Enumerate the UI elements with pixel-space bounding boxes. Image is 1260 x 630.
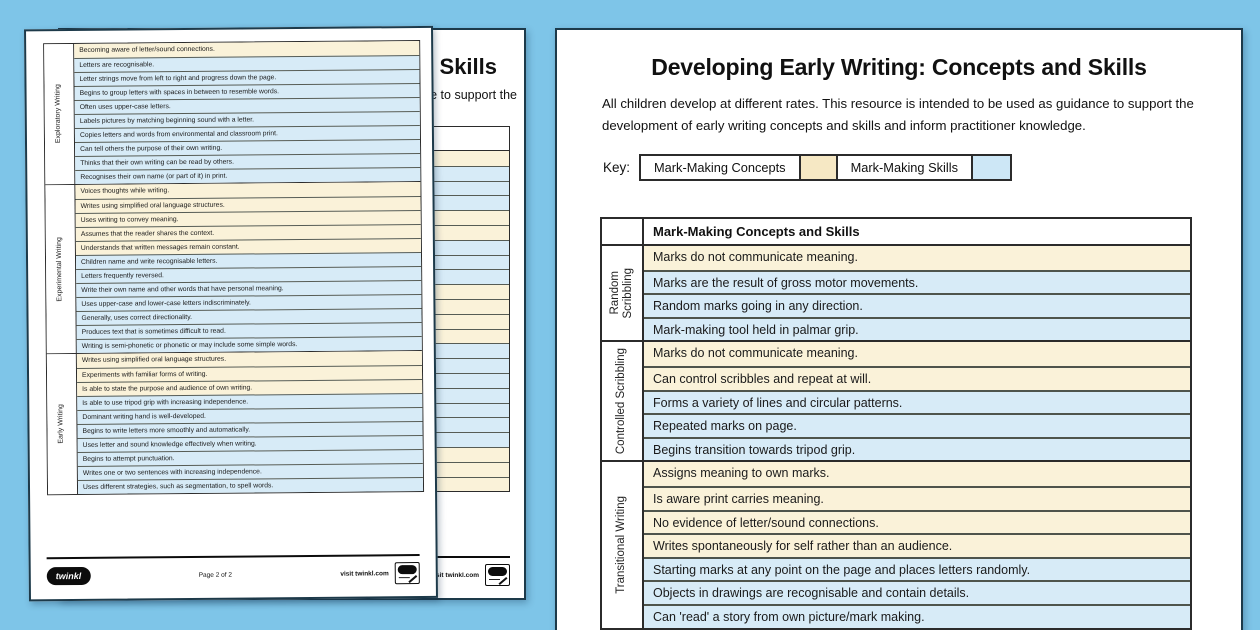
front-page: Exploratory Writing Becoming aware of let… — [24, 25, 438, 602]
stage-rows: Marks do not communicate meaning. Can con… — [644, 342, 1190, 461]
stage-label: Transitional Writing — [615, 496, 628, 594]
stage-rows: Voices thoughts while writing. Writes usi… — [75, 181, 422, 353]
stage-label: Experimental Writing — [56, 236, 64, 302]
twinkl-badge-icon — [485, 564, 510, 586]
stage-group: Transitional Writing Assigns meaning to o… — [602, 460, 1190, 628]
concepts-skills-table: Mark-Making Concepts and Skills Random S… — [600, 217, 1192, 630]
table-row: Objects in drawings are recognisable and… — [644, 580, 1190, 604]
page-title: Developing Early Writing: Concepts and S… — [651, 54, 1147, 80]
left-page-footer: twinkl Page 2 of 2 visit twinkl.com — [46, 554, 420, 588]
table-row: Forms a variety of lines and circular pa… — [644, 389, 1190, 414]
key-label: Key: — [603, 160, 631, 175]
badge-text-line — [489, 578, 500, 580]
table-row: Marks do not communicate meaning. — [644, 246, 1190, 270]
stage-label: Early Writing — [57, 404, 66, 444]
strip-row — [427, 446, 509, 462]
strip-row — [427, 269, 509, 285]
stage-label: Random Scribbling — [608, 267, 634, 319]
stage-group: Experimental Writing Voices thoughts whil… — [45, 180, 422, 354]
back-page-footer-right: visit twinkl.com — [431, 564, 510, 586]
intro-text: All children develop at different rates.… — [602, 96, 1194, 134]
key-item-skills-label: Mark-Making Skills — [838, 156, 973, 179]
table-body: Random Scribbling Marks do not communicat… — [602, 246, 1190, 628]
strip-row — [427, 432, 509, 447]
strip-row — [427, 284, 509, 299]
strip-row — [427, 358, 509, 373]
table-row: No evidence of letter/sound connections. — [644, 509, 1190, 534]
stage-group: Exploratory Writing Becoming aware of let… — [44, 40, 421, 185]
table-header-row: Mark-Making Concepts and Skills — [602, 219, 1190, 246]
left-page-footer-right: visit twinkl.com — [340, 562, 420, 585]
twinkl-badge-icon — [394, 562, 420, 585]
strip-row — [427, 298, 509, 314]
stage-group: Early Writing Writes using simplified ora… — [46, 349, 424, 495]
strip-row — [427, 402, 509, 418]
stage-label-cell: Exploratory Writing — [44, 43, 76, 185]
back-page-table-edge — [426, 126, 510, 493]
key-item-concepts-label: Mark-Making Concepts — [641, 156, 801, 179]
strip-row — [427, 195, 509, 211]
badge-text-line — [398, 576, 410, 579]
strip-row — [427, 239, 509, 255]
table-row: Starting marks at any point on the page … — [644, 556, 1190, 581]
stage-label: Controlled Scribbling — [615, 348, 628, 455]
strip-row — [427, 254, 509, 270]
table-row: Can 'read' a story from own picture/mark… — [644, 603, 1190, 628]
strip-row — [427, 476, 509, 492]
strip-row — [427, 313, 509, 329]
strip-row — [427, 165, 509, 181]
strip-row — [427, 417, 509, 433]
stage-rows: Marks do not communicate meaning. Marks a… — [644, 246, 1190, 341]
stage-label-cell: Transitional Writing — [602, 462, 644, 628]
key-table: Mark-Making Concepts Mark-Making Skills — [639, 154, 1012, 181]
table-row: Mark-making tool held in palmar grip. — [644, 316, 1190, 341]
strip-row — [427, 180, 509, 196]
back-page-table-header-edge — [427, 127, 509, 151]
table-row: Uses different strategies, such as segme… — [77, 476, 424, 494]
table-row: Can control scribbles and repeat at will… — [644, 365, 1190, 390]
table-row: Marks are the result of gross motor move… — [644, 269, 1190, 294]
stage-label-cell: Experimental Writing — [45, 184, 77, 354]
stage-rows: Becoming aware of letter/sound connectio… — [74, 40, 421, 184]
table-row: Random marks going in any direction. — [644, 293, 1190, 317]
right-page: Developing Early Writing: Concepts and S… — [555, 28, 1243, 630]
page-number-label: Page 2 of 2 — [198, 571, 232, 579]
table-row: Writes spontaneously for self rather tha… — [644, 533, 1190, 557]
concept-color-swatch — [800, 156, 838, 179]
table-row: Is aware print carries meaning. — [644, 485, 1190, 510]
table-corner-cell — [602, 219, 644, 244]
stage-group: Random Scribbling Marks do not communicat… — [602, 246, 1190, 341]
stage-label: Exploratory Writing — [54, 84, 63, 144]
table-row: Begins transition towards tripod grip. — [644, 436, 1190, 461]
table-header-label: Mark-Making Concepts and Skills — [653, 224, 860, 239]
visit-link: visit twinkl.com — [340, 569, 389, 578]
stage-rows: Assigns meaning to own marks. Is aware pr… — [644, 462, 1190, 628]
strip-row — [427, 328, 509, 344]
table-row: Repeated marks on page. — [644, 413, 1190, 437]
stage-label-cell: Early Writing — [46, 353, 79, 495]
twinkl-cloud-icon — [488, 567, 507, 576]
twinkl-logo: twinkl — [46, 566, 91, 586]
stage-label-cell: Random Scribbling — [602, 246, 644, 341]
skill-color-swatch — [972, 156, 1010, 179]
strip-row — [427, 224, 509, 240]
strip-row — [427, 461, 509, 477]
strip-row — [427, 387, 509, 403]
table-row: Marks do not communicate meaning. — [644, 342, 1190, 366]
strip-row — [427, 151, 509, 166]
stage-label-cell: Controlled Scribbling — [602, 342, 644, 461]
key-legend: Key: Mark-Making Concepts Mark-Making Sk… — [603, 154, 1012, 181]
stage-rows: Writes using simplified oral language st… — [76, 350, 424, 494]
back-page-strip-rows — [427, 151, 509, 492]
strip-row — [427, 372, 509, 388]
strip-row — [427, 210, 509, 225]
twinkl-cloud-icon — [397, 565, 417, 575]
table-row: Assigns meaning to own marks. — [644, 462, 1190, 486]
strip-row — [427, 343, 509, 359]
stage-group: Controlled Scribbling Marks do not commun… — [602, 340, 1190, 461]
visit-link: visit twinkl.com — [430, 571, 479, 579]
left-page-table: Exploratory Writing Becoming aware of let… — [43, 39, 425, 496]
